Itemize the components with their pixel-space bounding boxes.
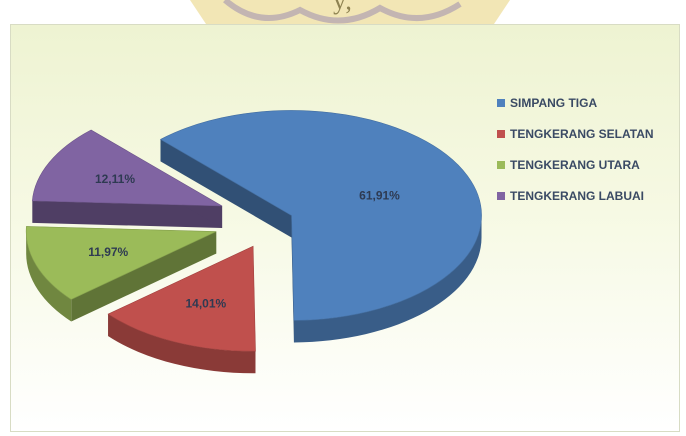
legend: SIMPANG TIGA TENGKERANG SELATAN TENGKERA… [497,87,654,211]
legend-item-tengkerang-selatan: TENGKERANG SELATAN [497,118,654,149]
slice-top-simpang-tiga [159,110,482,321]
legend-item-tengkerang-utara: TENGKERANG UTARA [497,149,654,180]
slice-wall-tengkerang-labuai-start [32,200,223,229]
data-label-simpang-tiga: 61,91% [359,189,400,203]
slice-top-tengkerang-labuai [31,129,223,207]
legend-swatch [497,98,505,107]
legend-label: TENGKERANG UTARA [510,157,640,172]
slice-top-tengkerang-selatan [107,245,256,352]
watermark-logo [190,0,510,30]
slice-top-tengkerang-utara [25,226,217,300]
legend-label: SIMPANG TIGA [510,95,598,110]
slice-outer-wall-tengkerang-utara [26,231,72,322]
pie-chart: 61,91% 14,01% 11,97% 12,11% [25,110,482,374]
slice-tengkerang-labuai [31,129,223,229]
legend-swatch [497,129,505,138]
legend-swatch [497,191,505,200]
data-label-tengkerang-selatan: 14,01% [185,297,226,311]
data-label-tengkerang-labuai: 12,11% [95,172,135,186]
slice-tengkerang-utara [25,226,217,322]
legend-label: TENGKERANG SELATAN [510,126,654,141]
chart-area: 61,91% 14,01% 11,97% 12,11% SIMPANG TIGA TE… [10,24,680,432]
legend-item-tengkerang-labuai: TENGKERANG LABUAI [497,180,654,211]
slice-wall-tengkerang-utara-start [71,231,217,322]
legend-label: TENGKERANG LABUAI [510,188,644,203]
slice-tengkerang-selatan [107,245,256,374]
slice-outer-wall-simpang-tiga [293,215,482,343]
legend-item-simpang-tiga: SIMPANG TIGA [497,87,654,118]
data-label-tengkerang-utara: 11,97% [88,245,128,259]
slice-wall-simpang-tiga-start [160,139,292,238]
legend-swatch [497,160,505,169]
slice-simpang-tiga [159,110,482,343]
